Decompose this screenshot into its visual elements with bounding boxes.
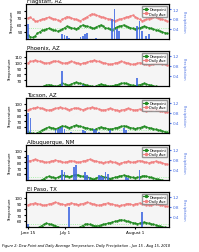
Bar <box>57 130 59 133</box>
Bar <box>100 176 102 180</box>
Bar <box>75 165 77 180</box>
Bar <box>145 37 147 40</box>
Bar <box>118 32 120 40</box>
Y-axis label: Temperature: Temperature <box>8 105 12 127</box>
Y-axis label: Temperature: Temperature <box>8 151 12 174</box>
Bar <box>96 131 97 133</box>
Bar <box>82 131 84 133</box>
Y-axis label: Precipitation: Precipitation <box>182 198 186 221</box>
Bar <box>68 39 70 40</box>
Bar <box>68 207 70 227</box>
Bar <box>61 72 63 86</box>
Bar <box>104 173 106 180</box>
Text: Phoenix, AZ: Phoenix, AZ <box>27 46 60 51</box>
Legend: Dewpoint, Daily Ave: Dewpoint, Daily Ave <box>142 7 167 17</box>
Bar <box>107 174 109 180</box>
Bar <box>109 130 111 133</box>
Bar <box>141 32 143 40</box>
Bar <box>80 38 81 40</box>
Legend: Dewpoint, Daily Ave: Dewpoint, Daily Ave <box>142 194 167 205</box>
Bar <box>86 34 88 40</box>
Bar <box>125 178 127 180</box>
Bar <box>82 37 84 40</box>
Bar <box>127 179 129 180</box>
Bar <box>141 212 143 227</box>
Bar <box>98 132 100 133</box>
Bar <box>64 130 65 133</box>
Y-axis label: Precipitation: Precipitation <box>182 11 186 34</box>
Bar <box>64 36 65 40</box>
Text: Tucson, AZ: Tucson, AZ <box>27 92 57 98</box>
Bar <box>123 128 125 133</box>
Bar <box>96 39 97 40</box>
Bar <box>93 130 95 133</box>
Bar <box>59 128 61 133</box>
Y-axis label: Temperature: Temperature <box>8 198 12 220</box>
Text: El Paso, TX: El Paso, TX <box>27 186 57 191</box>
Bar <box>125 131 127 133</box>
Bar <box>102 178 104 180</box>
Bar <box>64 173 65 180</box>
Bar <box>61 170 63 180</box>
Bar <box>84 35 86 40</box>
Bar <box>136 79 138 86</box>
Legend: Dewpoint, Daily Ave: Dewpoint, Daily Ave <box>142 100 167 111</box>
Legend: Dewpoint, Daily Ave: Dewpoint, Daily Ave <box>142 53 167 64</box>
Bar <box>84 173 86 180</box>
Bar <box>116 30 118 40</box>
Bar <box>61 35 63 40</box>
Bar <box>66 37 68 40</box>
Bar <box>139 22 140 40</box>
Bar <box>70 132 72 133</box>
Bar <box>55 131 56 133</box>
Bar <box>86 175 88 180</box>
Y-axis label: Temperature: Temperature <box>10 11 14 34</box>
Y-axis label: Precipitation: Precipitation <box>182 151 186 174</box>
Text: Figure 2: Dew Point and Daily Average Temperature, Daily Precipitation - Jun 15 : Figure 2: Dew Point and Daily Average Te… <box>2 243 170 247</box>
Y-axis label: Precipitation: Precipitation <box>182 105 186 127</box>
Bar <box>89 178 91 180</box>
Bar <box>98 175 100 180</box>
Bar <box>29 118 31 133</box>
Bar <box>82 85 84 86</box>
Bar <box>139 170 140 180</box>
Y-axis label: Temperature: Temperature <box>8 58 12 80</box>
Bar <box>73 168 75 180</box>
Text: Albuquerque, NM: Albuquerque, NM <box>27 139 75 144</box>
Text: Flagstaff, AZ: Flagstaff, AZ <box>27 0 62 4</box>
Legend: Dewpoint, Daily Ave: Dewpoint, Daily Ave <box>142 147 167 158</box>
Bar <box>27 224 29 227</box>
Bar <box>27 155 29 180</box>
Bar <box>27 113 29 133</box>
Y-axis label: Precipitation: Precipitation <box>182 58 186 80</box>
Bar <box>148 35 150 40</box>
Bar <box>136 27 138 40</box>
Bar <box>61 127 63 133</box>
Bar <box>84 131 86 133</box>
Bar <box>27 25 29 40</box>
Bar <box>114 10 115 40</box>
Bar <box>111 20 113 40</box>
